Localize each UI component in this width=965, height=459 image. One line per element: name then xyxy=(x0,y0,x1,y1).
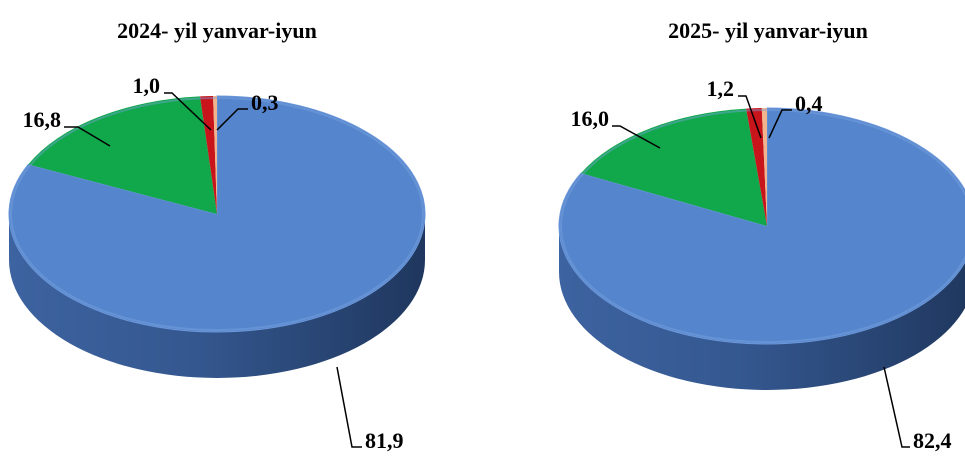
data-label: 16,8 xyxy=(23,107,62,132)
pie-top-rim xyxy=(560,109,965,343)
pie-slice xyxy=(558,107,965,345)
data-label: 16,0 xyxy=(571,106,610,131)
data-label: 0,3 xyxy=(251,90,279,115)
pie-chart-2024: 2024- yil yanvar-iyun 81,9 16,8 1,0 0,3 xyxy=(8,18,426,453)
leader-line xyxy=(216,108,248,131)
pie-chart-2025: 2025- yil yanvar-iyun 82,4 16,0 1,2 0,4 xyxy=(558,18,965,453)
data-label: 82,4 xyxy=(913,428,952,453)
data-label: 1,0 xyxy=(133,73,161,98)
data-label: 81,9 xyxy=(365,428,404,453)
pie-slice xyxy=(8,95,426,333)
pie-slice xyxy=(581,108,767,226)
data-label: 1,2 xyxy=(707,76,735,101)
leader-line xyxy=(164,92,212,131)
pie-slice xyxy=(761,108,767,226)
leader-line xyxy=(336,366,362,448)
leader-line xyxy=(738,95,762,139)
pie-slice xyxy=(200,96,217,214)
pie-side-wall xyxy=(559,226,965,390)
pie-slice xyxy=(746,108,767,226)
pie-slice xyxy=(213,96,217,214)
chart-title-2024: 2024- yil yanvar-iyun xyxy=(117,18,317,43)
leader-line xyxy=(768,109,792,139)
pie-side-wall xyxy=(9,214,425,378)
pie-slice xyxy=(28,96,217,214)
data-label: 0,4 xyxy=(795,91,823,116)
leader-line xyxy=(64,126,111,147)
leader-line xyxy=(883,366,910,448)
pie-top-rim xyxy=(10,97,424,331)
chart-title-2025: 2025- yil yanvar-iyun xyxy=(668,18,868,43)
leader-line xyxy=(612,125,661,149)
